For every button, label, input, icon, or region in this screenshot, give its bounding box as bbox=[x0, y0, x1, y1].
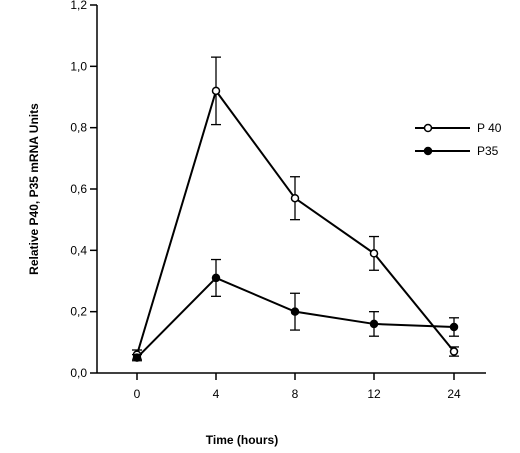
y-axis: 0,0 0,2 0,4 0,6 0,8 1,0 1,2 bbox=[70, 0, 98, 380]
plot-series bbox=[132, 56, 459, 362]
data-point bbox=[211, 273, 221, 283]
x-axis: 0 4 8 12 24 bbox=[97, 372, 486, 401]
legend-marker bbox=[423, 123, 433, 133]
x-axis-title: Time (hours) bbox=[206, 433, 278, 447]
data-point bbox=[290, 307, 300, 316]
x-tick-label: 0 bbox=[134, 387, 141, 401]
y-tick-label: 1,2 bbox=[70, 0, 87, 12]
series-p40 bbox=[132, 56, 459, 360]
y-tick-label: 0,6 bbox=[70, 182, 87, 196]
y-tick-label: 0,2 bbox=[70, 305, 87, 319]
data-point bbox=[132, 353, 142, 362]
legend: P 40 P35 bbox=[415, 121, 502, 158]
data-point bbox=[211, 86, 221, 96]
x-tick-label: 24 bbox=[447, 387, 461, 401]
y-tick-label: 0,8 bbox=[70, 121, 87, 135]
x-tick-label: 8 bbox=[292, 387, 299, 401]
x-tick-label: 4 bbox=[213, 387, 220, 401]
data-point bbox=[369, 319, 379, 329]
data-point bbox=[449, 322, 459, 332]
y-tick-label: 1,0 bbox=[70, 59, 87, 73]
y-tick-label: 0,0 bbox=[70, 366, 87, 380]
x-tick-label: 12 bbox=[367, 387, 381, 401]
legend-marker bbox=[423, 146, 433, 156]
data-point bbox=[369, 249, 379, 258]
y-tick-label: 0,4 bbox=[70, 243, 87, 257]
data-point bbox=[290, 193, 300, 203]
y-axis-title: Relative P40, P35 mRNA Units bbox=[27, 103, 41, 275]
series-p35 bbox=[132, 258, 459, 362]
data-point bbox=[449, 347, 459, 356]
legend-label: P35 bbox=[477, 144, 499, 158]
legend-label: P 40 bbox=[477, 121, 502, 135]
